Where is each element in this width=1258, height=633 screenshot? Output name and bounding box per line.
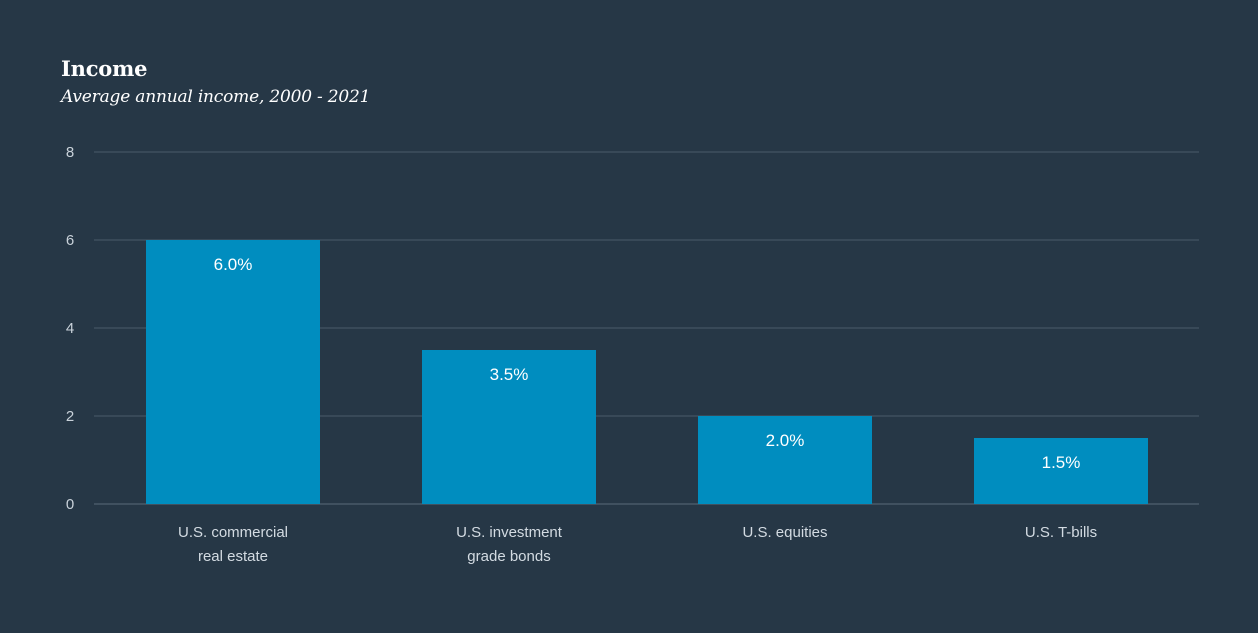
data-label: 2.0% <box>766 431 805 450</box>
y-tick-label: 4 <box>66 320 74 337</box>
x-tick-label: real estate <box>198 548 268 565</box>
chart-subtitle: Average annual income, 2000 - 2021 <box>61 87 371 107</box>
data-label: 1.5% <box>1042 453 1081 472</box>
x-tick-label: U.S. T-bills <box>1025 524 1097 541</box>
y-tick-label: 6 <box>66 232 74 249</box>
bar <box>698 416 872 504</box>
chart-title: Income <box>61 56 148 81</box>
x-tick-label: U.S. investment <box>456 524 563 541</box>
x-tick-label: U.S. commercial <box>178 524 288 541</box>
bar <box>146 240 320 504</box>
x-tick-label: U.S. equities <box>742 524 827 541</box>
y-tick-label: 2 <box>66 408 74 425</box>
bar <box>974 438 1148 504</box>
data-label: 6.0% <box>214 255 253 274</box>
y-tick-label: 0 <box>66 496 74 513</box>
data-label: 3.5% <box>490 365 529 384</box>
x-tick-label: grade bonds <box>467 548 550 565</box>
bar <box>422 350 596 504</box>
y-tick-label: 8 <box>66 144 74 161</box>
